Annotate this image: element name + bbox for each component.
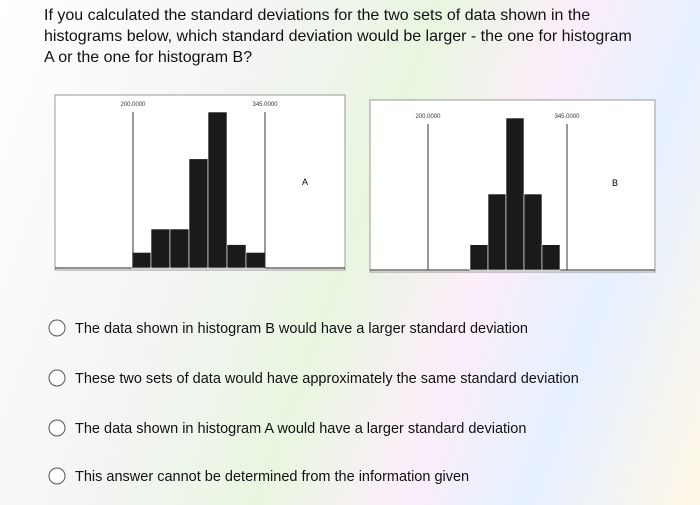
radio[interactable] bbox=[48, 467, 66, 485]
bar bbox=[226, 244, 247, 269]
reference-label: 345.0000 bbox=[252, 102, 278, 108]
question-line: If you calculated the standard deviation… bbox=[44, 7, 590, 24]
bar bbox=[188, 158, 209, 269]
bar bbox=[487, 193, 507, 271]
options: The data shown in histogram B would have… bbox=[48, 319, 579, 485]
question-line: histograms below, which standard deviati… bbox=[44, 28, 632, 45]
option-label[interactable]: The data shown in histogram A would have… bbox=[75, 421, 526, 437]
reference-label: 200.0000 bbox=[415, 114, 441, 120]
histogram-label: A bbox=[302, 177, 308, 187]
bar bbox=[541, 244, 561, 271]
option-label[interactable]: This answer cannot be determined from th… bbox=[75, 469, 469, 485]
radio[interactable] bbox=[48, 369, 66, 387]
bar bbox=[150, 228, 171, 269]
bar bbox=[245, 252, 266, 269]
bar bbox=[505, 117, 525, 271]
bar bbox=[469, 244, 489, 271]
bar bbox=[523, 193, 543, 271]
reference-label: 345.0000 bbox=[554, 114, 580, 120]
bar bbox=[131, 252, 152, 269]
bar bbox=[207, 111, 228, 269]
option-label[interactable]: The data shown in histogram B would have… bbox=[75, 321, 528, 337]
radio[interactable] bbox=[48, 419, 66, 437]
bar bbox=[169, 228, 190, 269]
question-line: A or the one for histogram B? bbox=[44, 49, 252, 66]
option-label[interactable]: These two sets of data would have approx… bbox=[75, 371, 579, 387]
reference-label: 200.0000 bbox=[120, 102, 146, 108]
radio[interactable] bbox=[48, 319, 66, 337]
histogram-label: B bbox=[612, 178, 618, 188]
